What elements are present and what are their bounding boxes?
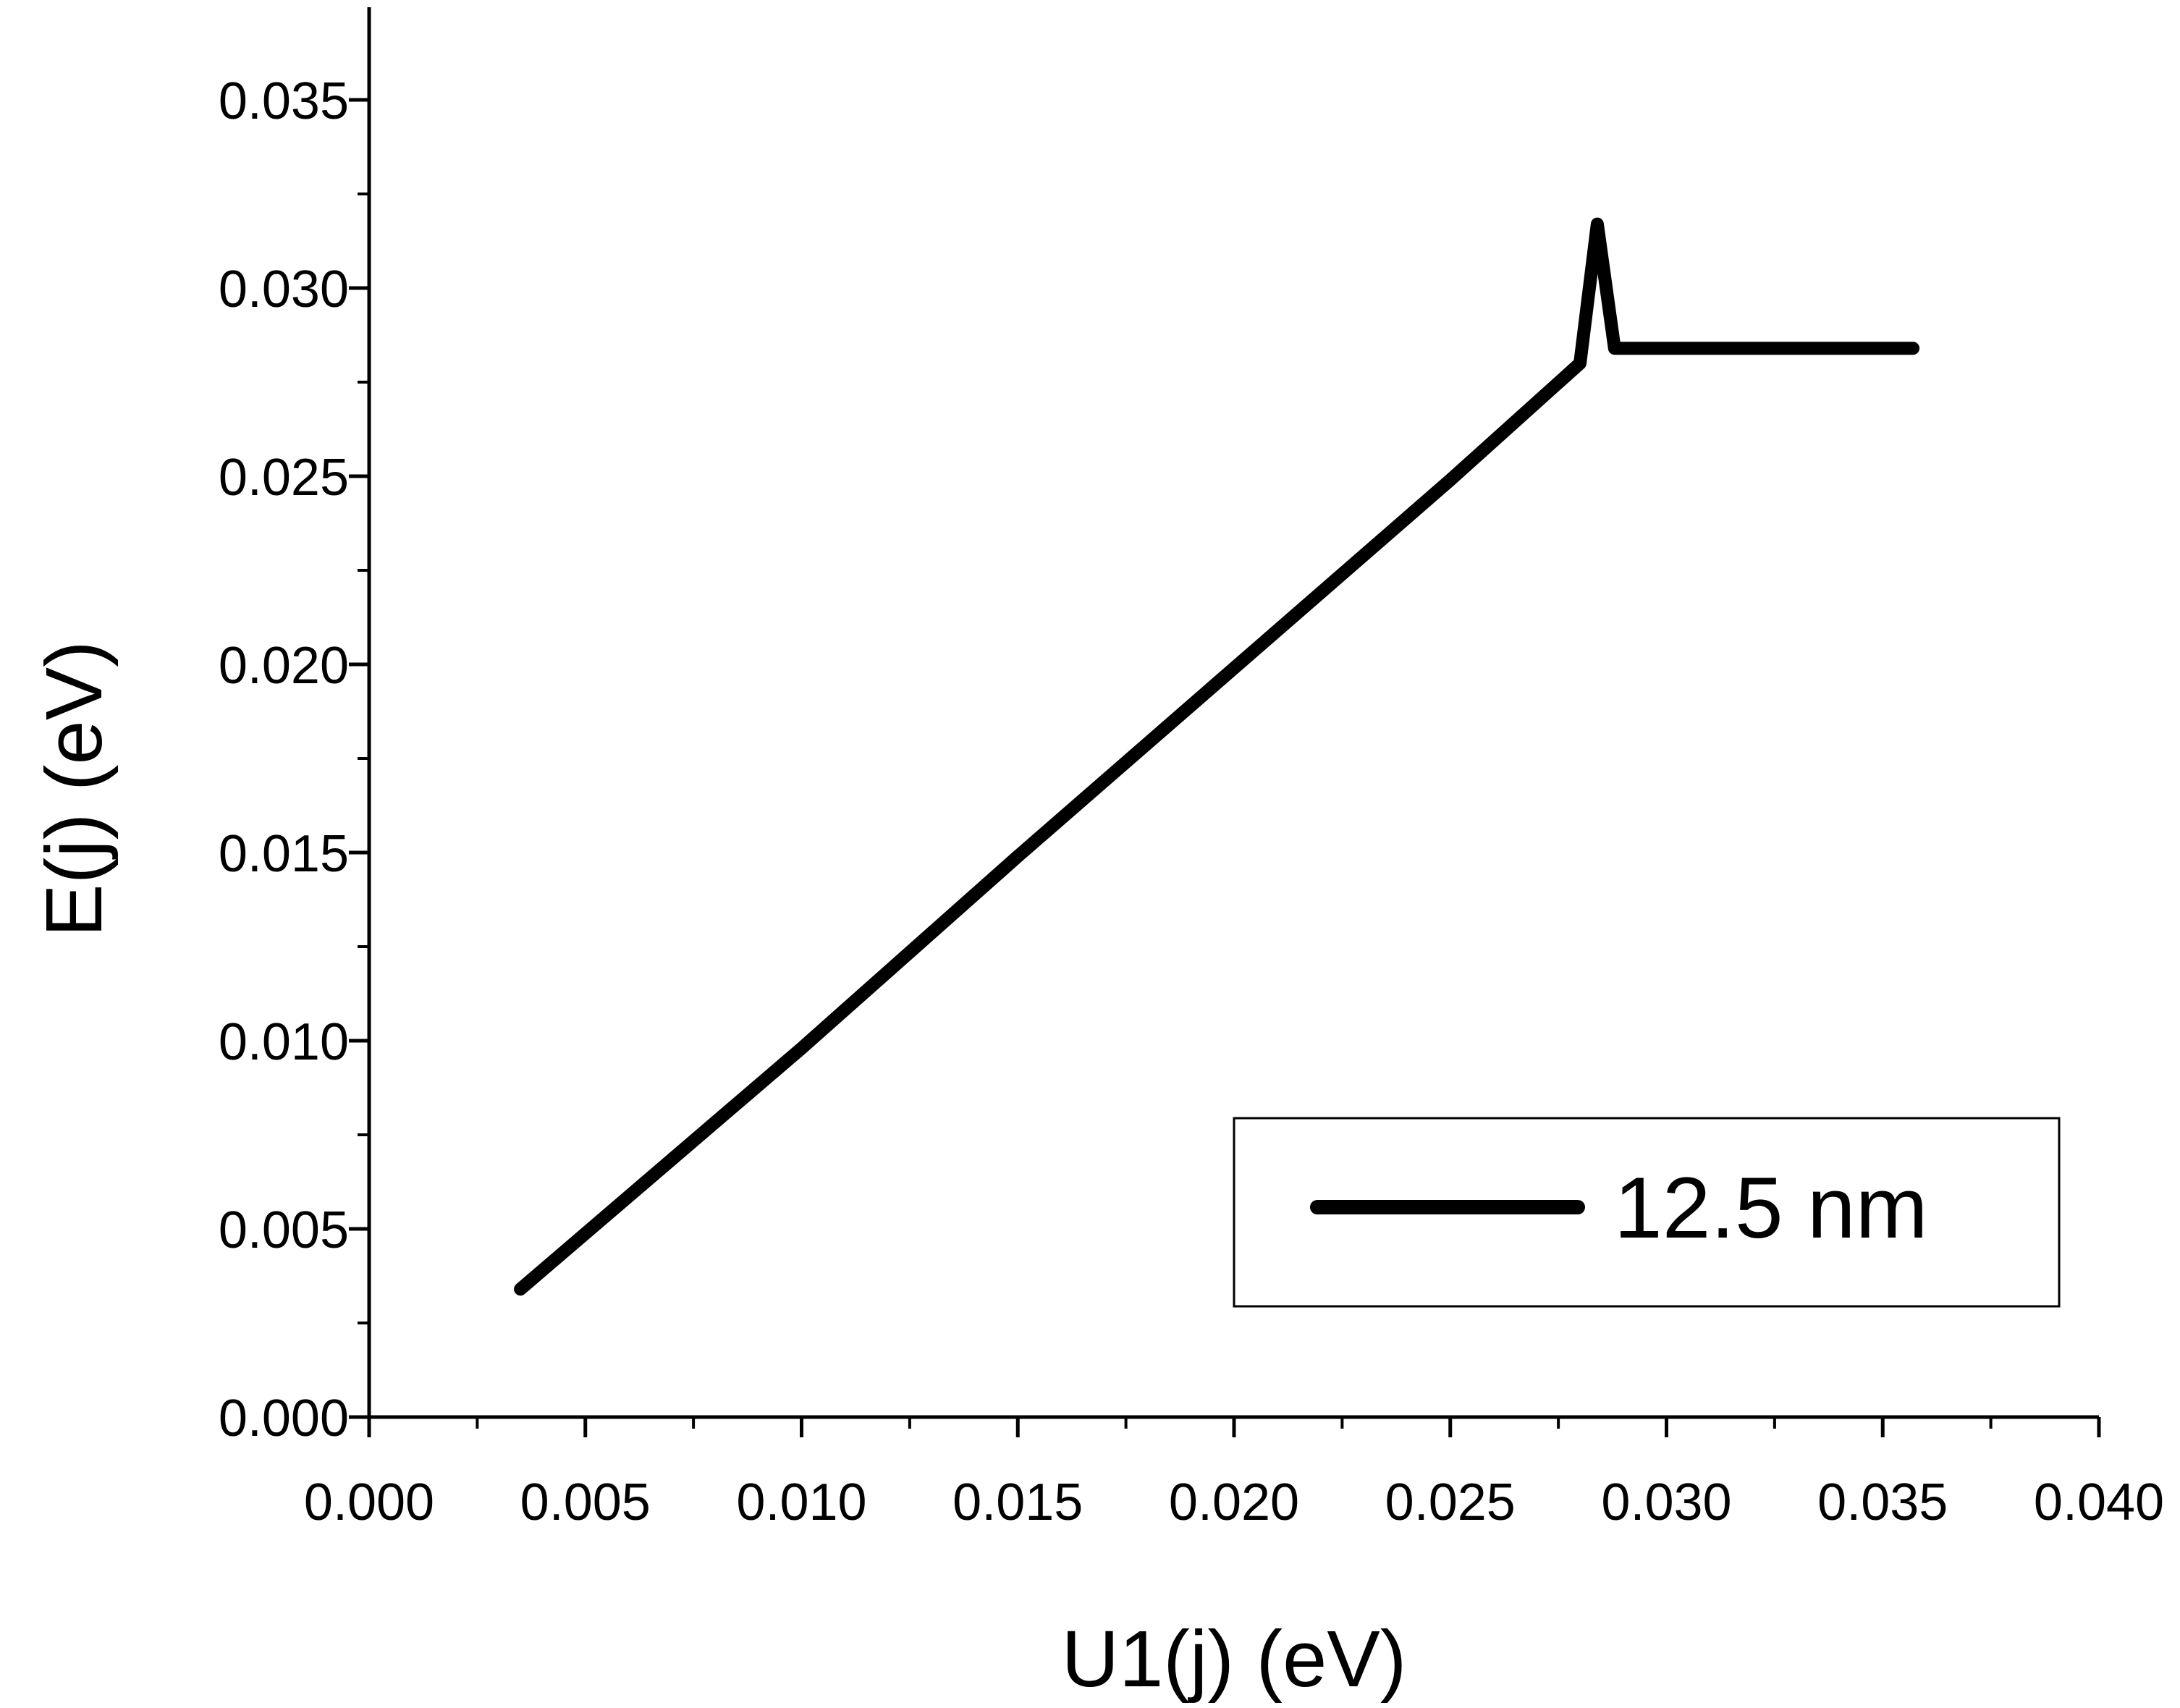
x-tick-label: 0.005 — [520, 1474, 651, 1531]
x-tick-label: 0.030 — [1601, 1474, 1731, 1531]
y-tick-label: 0.020 — [219, 637, 349, 695]
y-tick-label: 0.000 — [219, 1390, 349, 1447]
series-line — [514, 217, 1920, 1296]
y-tick-label: 0.025 — [219, 449, 349, 507]
y-tick-label: 0.030 — [219, 261, 349, 318]
y-tick-labels: 0.000 0.005 0.010 0.015 0.020 0.025 0.030 0.035 — [219, 72, 349, 1447]
x-tick-label: 0.035 — [1817, 1474, 1948, 1531]
y-tick-label: 0.015 — [219, 825, 349, 883]
x-tick-label: 0.000 — [304, 1474, 434, 1531]
x-tick-label: 0.015 — [952, 1474, 1083, 1531]
legend: 12.5 nm — [1233, 1117, 2061, 1308]
x-tick-label: 0.025 — [1385, 1474, 1516, 1531]
y-axis-title: E(j) (eV) — [30, 640, 119, 937]
x-ticks — [367, 1417, 2101, 1437]
y-ticks — [349, 98, 369, 1419]
series-layer — [514, 217, 1920, 1296]
y-tick-label: 0.010 — [219, 1013, 349, 1071]
x-axis-title: U1(j) (eV) — [1062, 1615, 1407, 1704]
x-tick-label: 0.040 — [2034, 1474, 2164, 1531]
x-tick-labels: 0.000 0.005 0.010 0.015 0.020 0.025 0.030 0.035… — [304, 1474, 2164, 1531]
x-tick-label: 0.010 — [736, 1474, 866, 1531]
legend-label: 12.5 nm — [1614, 1159, 1928, 1256]
y-tick-label: 0.035 — [219, 72, 349, 130]
x-tick-label: 0.020 — [1169, 1474, 1299, 1531]
y-tick-label: 0.005 — [219, 1201, 349, 1259]
